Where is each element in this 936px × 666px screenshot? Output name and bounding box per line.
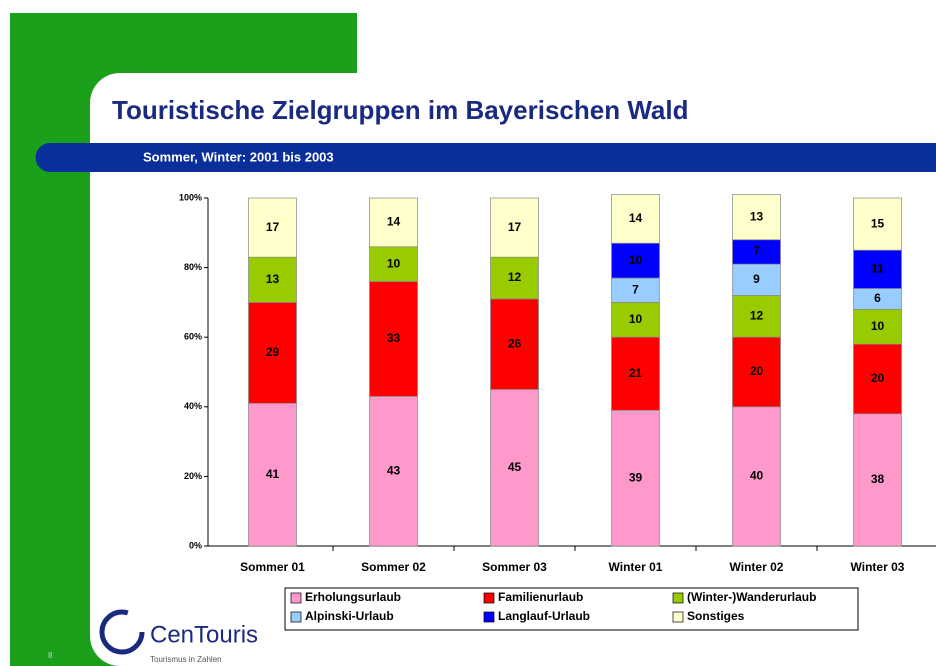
logo-tagline: Tourismus in Zahlen <box>150 655 222 664</box>
bar-segment <box>732 336 781 408</box>
data-label: 17 <box>266 220 280 234</box>
data-label: 10 <box>629 253 643 267</box>
subtitle-bar <box>35 143 936 172</box>
data-label: 41 <box>266 467 280 481</box>
data-label: 9 <box>753 272 760 286</box>
data-label: 33 <box>387 331 401 345</box>
x-tick-label: Winter 01 <box>609 560 663 574</box>
bar-segment <box>853 413 902 547</box>
bar-segment <box>369 246 418 282</box>
bar-segment <box>732 295 781 338</box>
bar-segment <box>248 402 297 547</box>
bar-segment <box>611 242 660 279</box>
y-tick-label: 60% <box>184 332 202 342</box>
data-label: 43 <box>387 463 401 477</box>
bar-segment <box>369 197 418 248</box>
legend-swatch <box>290 592 302 604</box>
bar-segment <box>611 336 660 411</box>
y-tick-label: 80% <box>184 262 202 272</box>
data-label: 45 <box>508 460 522 474</box>
bar-segment <box>611 409 660 547</box>
chart: 0% 20% 40% 60% 80% 100% Sommer 01 41 29 13 17 Somme… <box>179 192 936 631</box>
x-tick-label: Winter 03 <box>851 560 905 574</box>
legend-label: (Winter-)Wanderurlaub <box>687 590 816 604</box>
bar-segment <box>853 249 902 289</box>
page-number: 8 <box>48 651 53 660</box>
chart-title: Touristische Zielgruppen im Bayerischen … <box>112 95 688 125</box>
bar-segment <box>490 256 539 300</box>
data-label: 21 <box>629 366 643 380</box>
legend-label: Erholungsurlaub <box>305 590 401 604</box>
white-top <box>357 13 936 73</box>
logo-ring <box>99 609 145 655</box>
y-tick-label: 40% <box>184 401 202 411</box>
bar-segment <box>490 197 539 258</box>
data-label: 14 <box>629 211 643 225</box>
bar-segment <box>611 277 660 303</box>
legend-swatch <box>672 611 684 623</box>
y-tick-label: 100% <box>179 192 202 202</box>
legend-label: Alpinski-Urlaub <box>305 609 394 623</box>
legend-swatch <box>483 592 495 604</box>
data-label: 13 <box>750 209 764 223</box>
bar-segment <box>490 298 539 390</box>
data-label: 15 <box>871 216 885 230</box>
data-label: 12 <box>750 308 764 322</box>
bar-segment <box>248 256 297 303</box>
data-label: 39 <box>629 470 643 484</box>
data-label: 10 <box>871 319 885 333</box>
bar-segment <box>369 396 418 547</box>
data-label: 38 <box>871 472 885 486</box>
data-label: 13 <box>266 272 280 286</box>
legend: Erholungsurlaub Familienurlaub (Winter-)Wa… <box>284 587 859 631</box>
legend-label: Sonstiges <box>687 609 745 623</box>
data-label: 7 <box>753 244 760 258</box>
logo-name: CenTouris <box>150 621 258 648</box>
x-tick-label: Winter 02 <box>730 560 784 574</box>
bar-segment <box>853 309 902 345</box>
legend-swatch <box>483 611 495 623</box>
y-tick-label: 20% <box>184 471 202 481</box>
data-label: 14 <box>387 215 401 229</box>
chart-subtitle: Sommer, Winter: 2001 bis 2003 <box>143 149 334 164</box>
x-tick-label: Sommer 03 <box>482 560 547 574</box>
data-label: 26 <box>508 336 522 350</box>
bar-segment <box>732 263 781 296</box>
legend-label: Langlauf-Urlaub <box>498 609 590 623</box>
y-tick-label: 0% <box>189 540 202 550</box>
legend-swatch <box>672 592 684 604</box>
data-label: 29 <box>266 345 280 359</box>
bar-segment <box>732 194 781 241</box>
bar-segment <box>248 197 297 258</box>
legend-label: Familienurlaub <box>498 590 583 604</box>
x-tick-label: Sommer 01 <box>240 560 305 574</box>
data-label: 10 <box>387 256 401 270</box>
bar-segment <box>732 406 781 547</box>
data-label: 7 <box>632 282 639 296</box>
data-label: 6 <box>874 291 881 305</box>
data-label: 10 <box>629 312 643 326</box>
legend-swatch <box>290 611 302 623</box>
bar-segment <box>732 239 781 265</box>
data-label: 11 <box>871 262 884 276</box>
bar-segment <box>611 194 660 244</box>
bar-segment <box>853 197 902 251</box>
data-label: 20 <box>750 364 764 378</box>
legend-box <box>284 587 859 631</box>
data-label: 17 <box>508 220 522 234</box>
bar-segment <box>490 389 539 547</box>
data-label: 12 <box>508 270 522 284</box>
logo: CenTouris Tourismus in Zahlen <box>99 609 258 664</box>
x-tick-label: Sommer 02 <box>361 560 426 574</box>
data-label: 20 <box>871 371 885 385</box>
data-label: 40 <box>750 469 764 483</box>
